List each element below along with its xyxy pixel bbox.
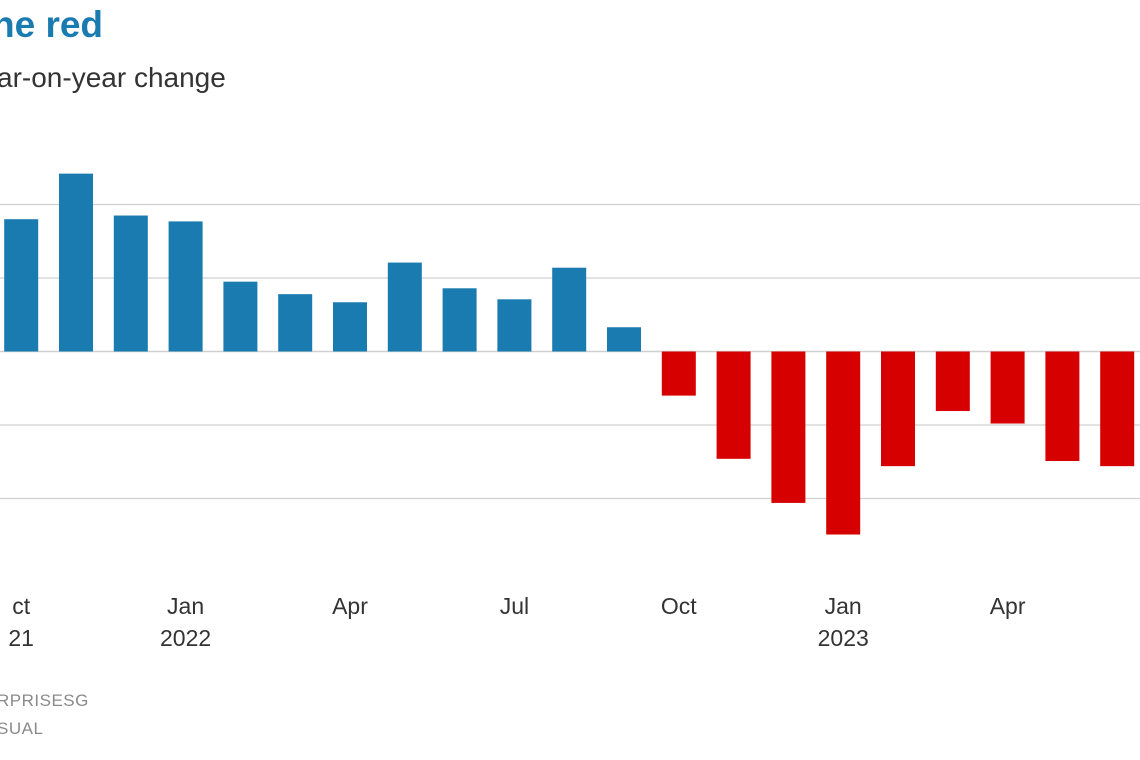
x-tick-label: 2022: [160, 625, 211, 651]
bar-nov-2021: [59, 173, 93, 352]
x-tick-label: Oct: [661, 593, 697, 619]
bar-sep-2022: [607, 327, 641, 352]
bar-mar-2022: [278, 294, 313, 352]
bar-mar-2023: [935, 351, 970, 412]
bar-apr-2023: [990, 351, 1025, 424]
chart-subtitle: ar-on-year change: [0, 62, 226, 93]
bar-nov-2022: [716, 351, 751, 459]
x-tick-label: ct: [12, 593, 31, 619]
bar-oct-2022: [661, 351, 696, 396]
x-tick-label: Apr: [332, 593, 368, 619]
bar-jan-2022: [168, 221, 203, 352]
chart-title: he red: [0, 4, 104, 45]
bar-jan-2023: [826, 351, 861, 535]
bar-may-2022: [387, 262, 422, 352]
bar-apr-2022: [333, 302, 367, 352]
bar-jun-2023: [1100, 351, 1135, 467]
bar-dec-2021: [113, 215, 148, 352]
x-tick-label: Jan: [167, 593, 204, 619]
x-tick-label: 2023: [818, 625, 869, 651]
source-credit-line-1: RPRISESG: [0, 691, 89, 710]
bar-jun-2022: [442, 288, 477, 352]
bar-feb-2023: [881, 351, 915, 467]
bar-dec-2022: [771, 351, 806, 503]
source-credit-line-2: SUAL: [0, 719, 44, 738]
x-axis-tick-labels: ct21Jan2022AprJulOctJan2023AprJ: [8, 593, 1026, 651]
x-tick-label: Jan: [825, 593, 862, 619]
bar-may-2023: [1045, 351, 1080, 462]
bar-feb-2022: [223, 281, 258, 352]
x-tick-label: Apr: [990, 593, 1026, 619]
bar-aug-2022: [552, 267, 587, 352]
bar-oct-2021: [4, 219, 39, 352]
bars: [4, 173, 1135, 535]
bar-jul-2022: [497, 299, 532, 352]
x-tick-label: 21: [8, 625, 34, 651]
x-tick-label: Jul: [500, 593, 529, 619]
